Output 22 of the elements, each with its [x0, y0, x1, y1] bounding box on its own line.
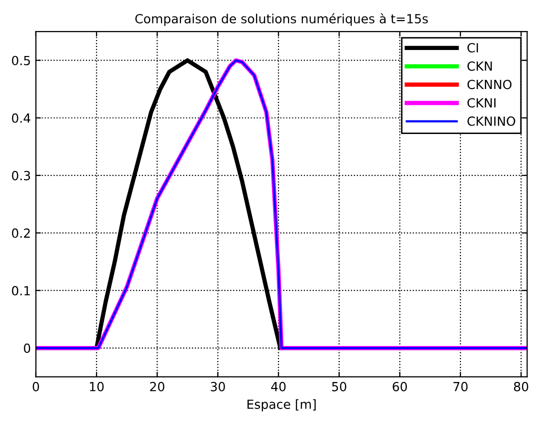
x-tick-label: 0	[32, 382, 40, 392]
x-axis-title: Espace [m]	[248, 399, 316, 412]
legend-label: CKNNO	[467, 80, 512, 90]
x-tick-label: 20	[150, 382, 164, 392]
x-tick-label: 50	[332, 382, 346, 392]
y-tick-label: 0.2	[12, 228, 30, 238]
y-tick-label: 0.5	[12, 56, 30, 66]
x-tick-label: 30	[210, 382, 225, 392]
y-tick-label: 0	[24, 344, 30, 353]
legend-label: CKNI	[467, 98, 496, 108]
legend-label: CI	[467, 43, 478, 52]
x-tick-label: 70	[454, 382, 468, 392]
chart-title: Comparaison de solutions numériques à t=15s	[135, 13, 428, 26]
legend-label: CKN	[467, 61, 492, 71]
x-tick-label: 60	[392, 382, 407, 392]
legend-label: CKNINO	[467, 116, 516, 126]
x-tick-label: 80	[514, 382, 528, 392]
y-tick-label: 0.3	[12, 170, 30, 180]
y-tick-label: 0.1	[12, 286, 30, 296]
x-tick-label: 10	[90, 382, 104, 392]
y-tick-label: 0.4	[12, 113, 30, 123]
x-tick-label: 40	[271, 382, 286, 392]
